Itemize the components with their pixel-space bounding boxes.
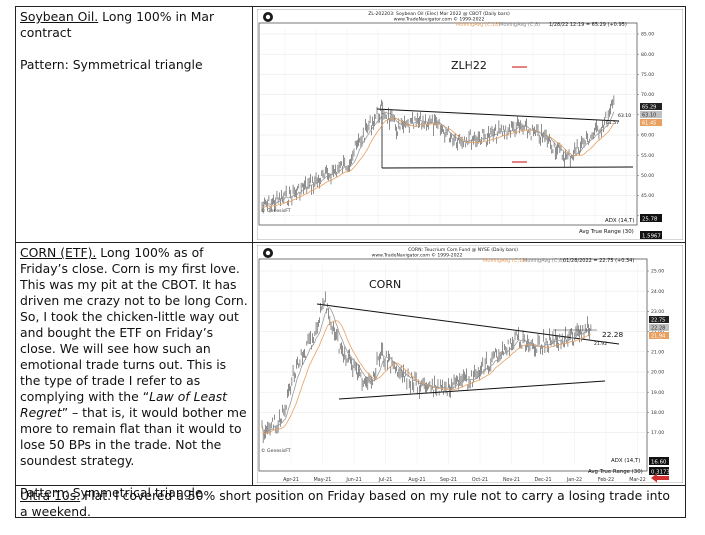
y-tick-label: 45.00 bbox=[641, 193, 654, 199]
chart1-atr-label: Avg True Range (30) bbox=[579, 229, 634, 235]
chart2-header-site: www.TradeNavigator.com © 1999-2022 bbox=[372, 252, 463, 259]
corn-pattern: Pattern: Symmetrical triangle bbox=[20, 485, 203, 500]
chart2-ma18-label: MovingAvg (C,18) bbox=[483, 258, 527, 264]
soybean-oil-heading: Soybean Oil. bbox=[20, 9, 99, 24]
chart1-annotation-2: 61.57 bbox=[606, 120, 619, 126]
chart2-atr-label: Avg True Range (30) bbox=[588, 469, 643, 475]
x-tick-label: May-21 bbox=[314, 477, 332, 483]
y-tick-label: 23.00 bbox=[651, 309, 664, 315]
x-tick-label: Nov-21 bbox=[503, 477, 520, 483]
ultra-10s-body: Flat. I covered a 50% short position on … bbox=[20, 488, 670, 519]
x-tick-label: Jul-21 bbox=[378, 477, 393, 483]
chart2-tag-ma: 22.28 bbox=[651, 326, 665, 332]
y-tick-label: 18.00 bbox=[651, 410, 664, 416]
upper-trendline bbox=[376, 108, 620, 122]
y-tick-label: 19.00 bbox=[651, 390, 664, 396]
chart1-price-tag: 65.29 bbox=[642, 105, 656, 111]
x-tick-label: Aug-21 bbox=[408, 477, 425, 483]
chart1-moving-averages bbox=[261, 111, 615, 210]
x-tick-label: Mar-22 bbox=[629, 477, 646, 483]
chart1-grid bbox=[260, 29, 637, 224]
corn-chart-cell: CORN: Teucrium Corn Fund @ NYSE (Daily b… bbox=[253, 243, 685, 486]
chart2-annotation-2: 21.92 bbox=[594, 341, 607, 347]
chart1-tag-ma2: 61.45 bbox=[642, 121, 656, 127]
chart1-ma18-label: MovingAvg (C,18) bbox=[456, 22, 500, 28]
chart2-x-axis: Apr-21 May-21 Jun-21 Jul-21 Aug-21 Sep-21 Oct-… bbox=[283, 477, 646, 483]
lower-trendline bbox=[338, 380, 606, 400]
y-tick-label: 50.00 bbox=[641, 173, 654, 179]
corn-heading: CORN (ETF). bbox=[20, 245, 97, 260]
chart2-price-tag: 22.75 bbox=[651, 318, 665, 324]
chart1-atr-value: 1.5967 bbox=[642, 234, 661, 240]
ultra-10s-row: Ultra 10s. Flat. I covered a 50% short p… bbox=[16, 486, 685, 519]
corn-law-italic: Law of Least Regret bbox=[20, 389, 228, 420]
corn-chart: CORN: Teucrium Corn Fund @ NYSE (Daily b… bbox=[257, 245, 683, 483]
ultra-10s-heading: Ultra 10s. bbox=[20, 488, 81, 503]
chart1-tag-ma: 63.10 bbox=[642, 113, 656, 119]
chart2-grid bbox=[260, 265, 647, 465]
upper-trendline bbox=[316, 303, 620, 345]
ma18-line bbox=[261, 117, 615, 210]
corn-body-1: Long 100% as of Friday’s close. Corn is … bbox=[20, 245, 248, 404]
chart2-symbol-label: CORN bbox=[369, 278, 401, 291]
y-tick-label: 60.00 bbox=[641, 133, 654, 139]
x-tick-label: Jan-22 bbox=[566, 477, 582, 483]
corn-text: CORN (ETF). Long 100% as of Friday’s clo… bbox=[16, 243, 252, 503]
y-tick-label: 25.00 bbox=[651, 269, 664, 275]
y-tick-label: 20.00 bbox=[651, 370, 664, 376]
ma8-line bbox=[261, 307, 591, 433]
x-tick-label: Apr-21 bbox=[283, 477, 299, 483]
y-tick-label: 55.00 bbox=[641, 153, 654, 159]
chart1-genesis-credit: © GenesisFT bbox=[261, 207, 291, 214]
y-tick-label: 70.00 bbox=[641, 92, 654, 98]
y-tick-label: 24.00 bbox=[651, 289, 664, 295]
chart2-annotation-1: 22.28 bbox=[602, 330, 623, 339]
chart1-trendlines bbox=[376, 108, 634, 169]
ma8-line bbox=[261, 111, 615, 208]
soybean-oil-text: Soybean Oil. Long 100% in Mar contract P… bbox=[16, 7, 252, 75]
x-tick-label: Sep-21 bbox=[440, 477, 457, 483]
chart2-ma8-label: MovingAvg (C,8) bbox=[523, 258, 564, 264]
chart2-atr-value: 0.3173 bbox=[651, 470, 670, 476]
chart1-quote: 1/28/22 12:19 = 65.29 (+0.95) bbox=[549, 22, 627, 28]
lower-trendline bbox=[381, 166, 634, 169]
soybean-oil-chart: ZL-202203: Soybean Oil (Elec) Mar 2022 @… bbox=[257, 9, 683, 240]
soybean-oil-position: Long 100% in Mar contract bbox=[20, 9, 215, 40]
corn-body-2: ” – that is, it would bother me more to … bbox=[20, 405, 247, 468]
chart1-header-title: ZL-202203: Soybean Oil (Elec) Mar 2022 @… bbox=[368, 11, 510, 17]
ma18-line bbox=[261, 320, 592, 435]
chart1-adx-label: ADX (14,T) bbox=[605, 218, 634, 224]
chart2-moving-averages bbox=[261, 307, 592, 435]
chart2-quote: 01/28/2022 = 22.75 (+0.34) bbox=[563, 258, 634, 264]
y-tick-label: 85.00 bbox=[641, 32, 654, 38]
x-tick-label: Oct-21 bbox=[472, 477, 488, 483]
chart2-adx-label: ADX (14,T) bbox=[611, 458, 640, 464]
chart2-header-title: CORN: Teucrium Corn Fund @ NYSE (Daily b… bbox=[408, 247, 518, 253]
soybean-chart-cell: ZL-202203: Soybean Oil (Elec) Mar 2022 @… bbox=[253, 7, 685, 243]
chart1-header-site: www.TradeNavigator.com © 1999-2022 bbox=[394, 16, 485, 23]
chart2-price-bars bbox=[261, 291, 592, 444]
chart1-adx-value: 25.78 bbox=[642, 217, 658, 223]
red-arrow-icon bbox=[651, 473, 669, 483]
x-tick-label: Feb-22 bbox=[598, 477, 614, 483]
document-table: Soybean Oil. Long 100% in Mar contract P… bbox=[15, 6, 686, 519]
chart1-symbol-label: ZLH22 bbox=[451, 59, 487, 72]
x-tick-label: Jun-21 bbox=[345, 477, 361, 483]
chart2-genesis-credit: © GenesisFT bbox=[261, 447, 291, 454]
y-tick-label: 17.00 bbox=[651, 430, 664, 436]
soybean-oil-cell: Soybean Oil. Long 100% in Mar contract P… bbox=[16, 7, 253, 243]
y-tick-label: 75.00 bbox=[641, 72, 654, 78]
soybean-oil-pattern: Pattern: Symmetrical triangle bbox=[20, 57, 203, 72]
x-tick-label: Dec-21 bbox=[534, 477, 551, 483]
chart2-tag-ma2: 21.94 bbox=[651, 334, 665, 340]
y-tick-label: 80.00 bbox=[641, 52, 654, 58]
chart2-adx-value: 16.60 bbox=[651, 460, 667, 466]
chart1-annotation-1: 63.10 bbox=[618, 113, 631, 119]
chart1-ma8-label: MovingAvg (C,8) bbox=[499, 22, 540, 28]
y-tick-label: 21.00 bbox=[651, 349, 664, 355]
corn-cell: CORN (ETF). Long 100% as of Friday’s clo… bbox=[16, 243, 253, 500]
